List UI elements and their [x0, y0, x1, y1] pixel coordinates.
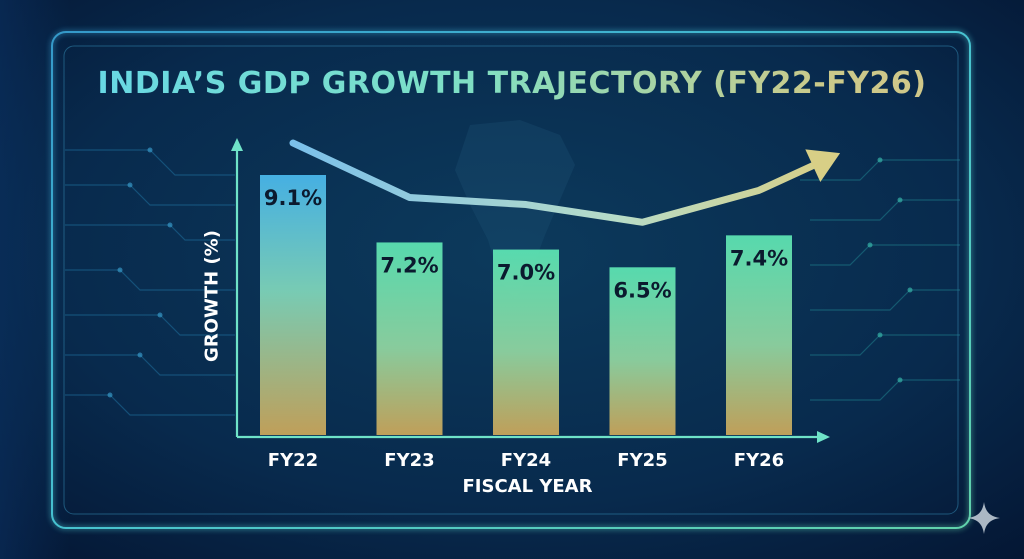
value-label-fy24: 7.0% — [497, 261, 555, 285]
tick-label-fy25: FY25 — [617, 450, 667, 471]
bar-fy22[interactable] — [260, 175, 326, 435]
trend-layer — [289, 139, 841, 226]
circuit-decoration-left — [65, 149, 235, 416]
value-label-fy26: 7.4% — [730, 246, 788, 270]
bars-layer — [260, 175, 792, 435]
x-axis-label: FISCAL YEAR — [462, 476, 593, 497]
bar-fy24[interactable] — [493, 249, 559, 435]
chart-axes — [231, 138, 830, 443]
tick-label-fy24: FY24 — [501, 450, 551, 471]
bar-fy23[interactable] — [376, 242, 443, 435]
bar-fy26[interactable] — [726, 235, 792, 435]
tick-label-fy23: FY23 — [384, 450, 434, 471]
inner-frame — [63, 45, 959, 515]
value-label-fy22: 9.1% — [264, 186, 322, 210]
outer-frame — [51, 31, 971, 529]
circuit-decoration-right — [800, 159, 960, 401]
chart-title: INDIA’S GDP GROWTH TRAJECTORY (FY22-FY26… — [0, 66, 1024, 101]
india-map-silhouette — [455, 120, 575, 300]
trend-line — [289, 139, 835, 226]
trend-arrow-icon — [805, 149, 841, 183]
value-label-fy23: 7.2% — [380, 253, 438, 277]
y-axis-label: GROWTH (%) — [201, 230, 223, 362]
labels-layer: 9.1% FY22 7.2% FY23 7.0% FY24 6.5% FY25 7.4% FY26 — [264, 186, 788, 471]
value-label-fy25: 6.5% — [613, 278, 671, 302]
tick-label-fy22: FY22 — [268, 450, 318, 471]
x-axis-arrow-icon — [817, 431, 830, 443]
y-axis-arrow-icon — [231, 138, 243, 151]
bar-fy25[interactable] — [609, 267, 676, 435]
tick-label-fy26: FY26 — [734, 450, 784, 471]
sparkle-icon — [968, 502, 1000, 534]
